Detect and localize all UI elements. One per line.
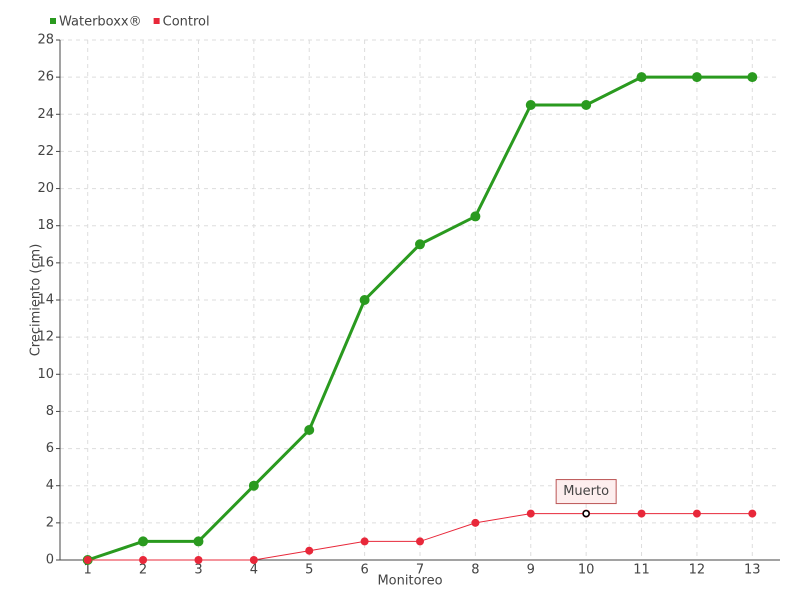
x-tick-label: 12 (689, 563, 706, 578)
x-tick-label: 6 (360, 563, 368, 578)
data-point (526, 509, 535, 518)
annotation-marker (582, 509, 590, 518)
series-line (87, 75, 753, 562)
data-point (194, 556, 203, 564)
data-point (139, 556, 148, 564)
legend-swatch (153, 18, 160, 24)
data-point (691, 72, 702, 83)
annotation-box (555, 479, 617, 505)
data-point (636, 72, 647, 83)
x-tick-label: 2 (139, 563, 147, 578)
x-tick-label: 11 (633, 563, 650, 578)
data-point (525, 100, 536, 110)
data-point (248, 480, 259, 491)
y-tick-label: 12 (37, 330, 54, 345)
x-tick-label: 3 (194, 563, 202, 578)
legend-label: Waterboxx® (59, 15, 142, 30)
x-tick-label: 13 (744, 563, 761, 578)
data-point (581, 100, 592, 110)
data-point (416, 537, 424, 546)
y-tick-label: 0 (46, 553, 54, 568)
data-point (470, 211, 481, 222)
x-tick-label: 9 (527, 563, 535, 578)
data-point (193, 536, 204, 547)
data-point (249, 556, 258, 564)
y-tick-label: 28 (37, 33, 54, 48)
y-axis-label: Crecimiento (cm) (29, 244, 44, 357)
annotation-text: Muerto (563, 484, 609, 499)
legend-swatch (50, 18, 56, 24)
legend-label: Control (163, 15, 210, 30)
data-point (138, 536, 149, 547)
y-tick-label: 10 (37, 367, 54, 382)
y-tick-label: 16 (37, 255, 54, 270)
y-tick-label: 18 (37, 218, 54, 233)
data-point (359, 295, 370, 305)
y-tick-label: 22 (37, 144, 54, 159)
x-tick-label: 8 (471, 563, 479, 578)
y-tick-label: 2 (46, 515, 54, 530)
x-tick-label: 5 (305, 563, 313, 578)
x-tick-label: 7 (416, 563, 424, 578)
data-point (415, 239, 425, 250)
x-tick-label: 4 (250, 563, 258, 578)
data-point (747, 72, 758, 83)
data-point (304, 425, 315, 435)
y-tick-label: 14 (37, 293, 54, 308)
data-point (471, 518, 480, 527)
y-tick-label: 6 (46, 441, 54, 456)
data-point (360, 537, 369, 546)
data-point (692, 509, 701, 518)
x-tick-label: 10 (578, 563, 595, 578)
data-point (305, 546, 314, 555)
data-point (748, 509, 757, 518)
data-point (83, 556, 92, 564)
y-tick-label: 8 (46, 404, 54, 419)
y-tick-label: 4 (46, 478, 54, 493)
y-tick-label: 20 (37, 181, 54, 196)
y-tick-label: 24 (37, 107, 54, 122)
y-tick-label: 26 (37, 70, 54, 85)
data-point (637, 509, 646, 518)
x-axis-label: Monitoreo (377, 574, 442, 589)
x-tick-label: 1 (84, 563, 92, 578)
